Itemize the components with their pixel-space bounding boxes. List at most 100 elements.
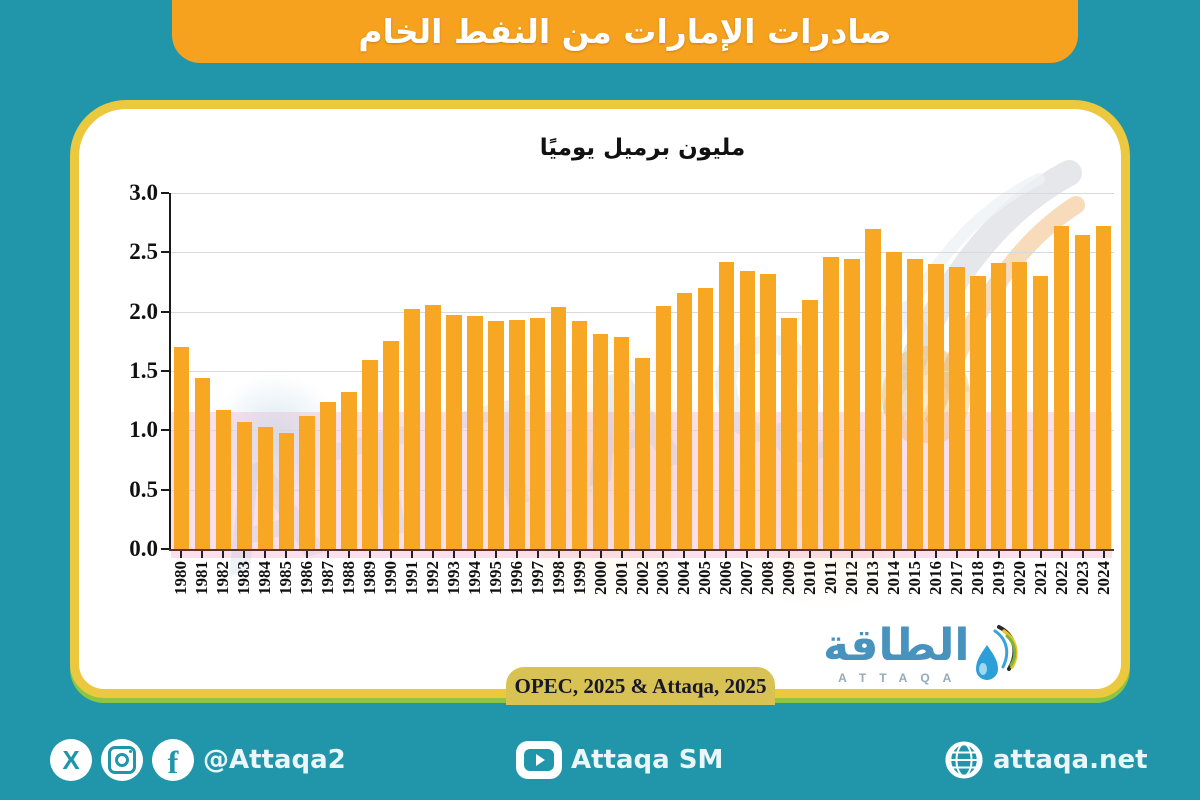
bar-2008 — [760, 273, 776, 549]
x-tick-label-2006: 2006 — [716, 561, 736, 595]
x-tick-1985 — [285, 551, 288, 558]
x-tick-label-2009: 2009 — [779, 561, 799, 595]
x-tick-2002 — [641, 551, 644, 558]
x-tick-1982 — [222, 551, 225, 558]
x-tick-label-2016: 2016 — [925, 561, 945, 595]
gridline-3.0 — [171, 193, 1114, 194]
x-tick-label-1994: 1994 — [464, 561, 484, 595]
x-tick-2014 — [892, 551, 895, 558]
x-tick-label-1983: 1983 — [234, 561, 254, 595]
social-handle: @Attaqa2 — [203, 745, 346, 775]
x-tick-label-1980: 1980 — [171, 561, 191, 595]
x-tick-label-1993: 1993 — [443, 561, 463, 595]
x-tick-1988 — [348, 551, 351, 558]
plot-area: ATTAQA 0.00.51.01.52.02.53.0198019811982… — [129, 160, 1114, 613]
logo-latin-text: ATTAQA — [838, 671, 965, 685]
social-handles-group: X f @Attaqa2 — [50, 732, 346, 788]
y-tick-label-0.0: 0.0 — [129, 536, 158, 561]
x-tick-2008 — [767, 551, 770, 558]
source-badge: OPEC, 2025 & Attaqa, 2025 — [506, 667, 775, 705]
x-tick-1994 — [473, 551, 476, 558]
x-tick-2009 — [788, 551, 791, 558]
bar-1992 — [425, 304, 441, 549]
bar-2004 — [676, 292, 693, 549]
x-tick-2020 — [1018, 551, 1021, 558]
logo-arabic-text: الطاقة — [823, 620, 970, 671]
bar-2022 — [1053, 226, 1070, 549]
bar-2007 — [739, 271, 756, 549]
bar-1987 — [320, 401, 336, 549]
y-tick-label-2.0: 2.0 — [129, 298, 158, 324]
x-tick-2017 — [955, 551, 958, 558]
y-tick-1.0 — [161, 429, 169, 432]
x-tick-1987 — [327, 551, 330, 558]
x-tick-label-2018: 2018 — [967, 561, 987, 595]
x-tick-2003 — [662, 551, 665, 558]
x-tick-label-2011: 2011 — [821, 561, 841, 595]
bar-2002 — [634, 357, 651, 549]
bar-1996 — [509, 319, 525, 549]
y-tick-3.0 — [161, 192, 169, 194]
bar-2016 — [928, 264, 944, 549]
x-tick-2019 — [997, 551, 1000, 558]
x-tick-label-1987: 1987 — [318, 561, 338, 595]
gridline-2.5 — [171, 252, 1114, 254]
y-tick-1.5 — [161, 370, 169, 372]
x-tick-1980 — [180, 551, 183, 558]
chart-subtitle: مليون برميل يوميًا — [539, 135, 746, 161]
bar-1998 — [550, 306, 567, 549]
y-tick-label-0.5: 0.5 — [129, 476, 158, 502]
x-tick-label-2022: 2022 — [1051, 561, 1071, 595]
x-tick-label-1995: 1995 — [485, 561, 505, 595]
x-tick-2012 — [851, 551, 854, 558]
x-tick-1996 — [515, 551, 518, 558]
gridline-2.0 — [171, 311, 1114, 313]
footer: X f @Attaqa2 Attaqa SM — [0, 732, 1200, 792]
bar-2017 — [949, 266, 965, 549]
x-tick-2015 — [913, 551, 916, 558]
bar-2023 — [1074, 234, 1091, 549]
y-tick-label-1.0: 1.0 — [129, 417, 158, 443]
x-tick-1983 — [243, 551, 246, 558]
y-tick-0.0 — [161, 548, 169, 550]
x-tick-1999 — [578, 551, 581, 558]
bar-1988 — [341, 392, 357, 549]
youtube-channel-name: Attaqa SM — [571, 745, 724, 775]
x-tick-2013 — [872, 551, 874, 558]
attaqa-logo: الطاقة ATTAQA — [823, 623, 1053, 697]
x-tick-2000 — [599, 551, 602, 558]
x-tick-label-2019: 2019 — [988, 561, 1008, 595]
x-tick-2024 — [1102, 551, 1105, 558]
x-tick-label-1991: 1991 — [401, 561, 421, 595]
x-tick-label-1986: 1986 — [297, 561, 317, 595]
x-tick-label-2008: 2008 — [758, 561, 778, 595]
x-tick-label-2003: 2003 — [653, 561, 673, 595]
bar-1984 — [257, 426, 274, 549]
bar-2024 — [1095, 226, 1112, 549]
bar-2000 — [592, 334, 609, 549]
x-tick-label-2012: 2012 — [842, 561, 862, 595]
x-tick-label-2005: 2005 — [695, 561, 715, 595]
x-tick-label-1999: 1999 — [569, 561, 589, 595]
x-tick-label-1981: 1981 — [192, 561, 212, 595]
x-tick-label-1985: 1985 — [276, 561, 296, 595]
x-tick-1981 — [201, 551, 204, 558]
bar-2018 — [970, 276, 986, 549]
x-tick-label-1988: 1988 — [339, 561, 359, 595]
x-tick-label-2001: 2001 — [611, 561, 631, 595]
bar-1983 — [236, 422, 253, 549]
x-tick-2016 — [934, 551, 937, 558]
x-tick-label-2015: 2015 — [904, 561, 924, 595]
x-tick-2018 — [976, 551, 979, 558]
x-axis-line — [169, 549, 1114, 551]
y-tick-label-2.5: 2.5 — [129, 239, 158, 265]
page-title: صادرات الإمارات من النفط الخام — [358, 12, 892, 51]
x-tick-label-2000: 2000 — [590, 561, 610, 595]
bar-1980 — [173, 347, 190, 549]
x-tick-label-2020: 2020 — [1009, 561, 1029, 595]
bar-1997 — [529, 317, 546, 549]
bar-2021 — [1032, 276, 1049, 549]
title-banner: صادرات الإمارات من النفط الخام — [172, 0, 1078, 63]
x-tick-1989 — [369, 551, 372, 558]
